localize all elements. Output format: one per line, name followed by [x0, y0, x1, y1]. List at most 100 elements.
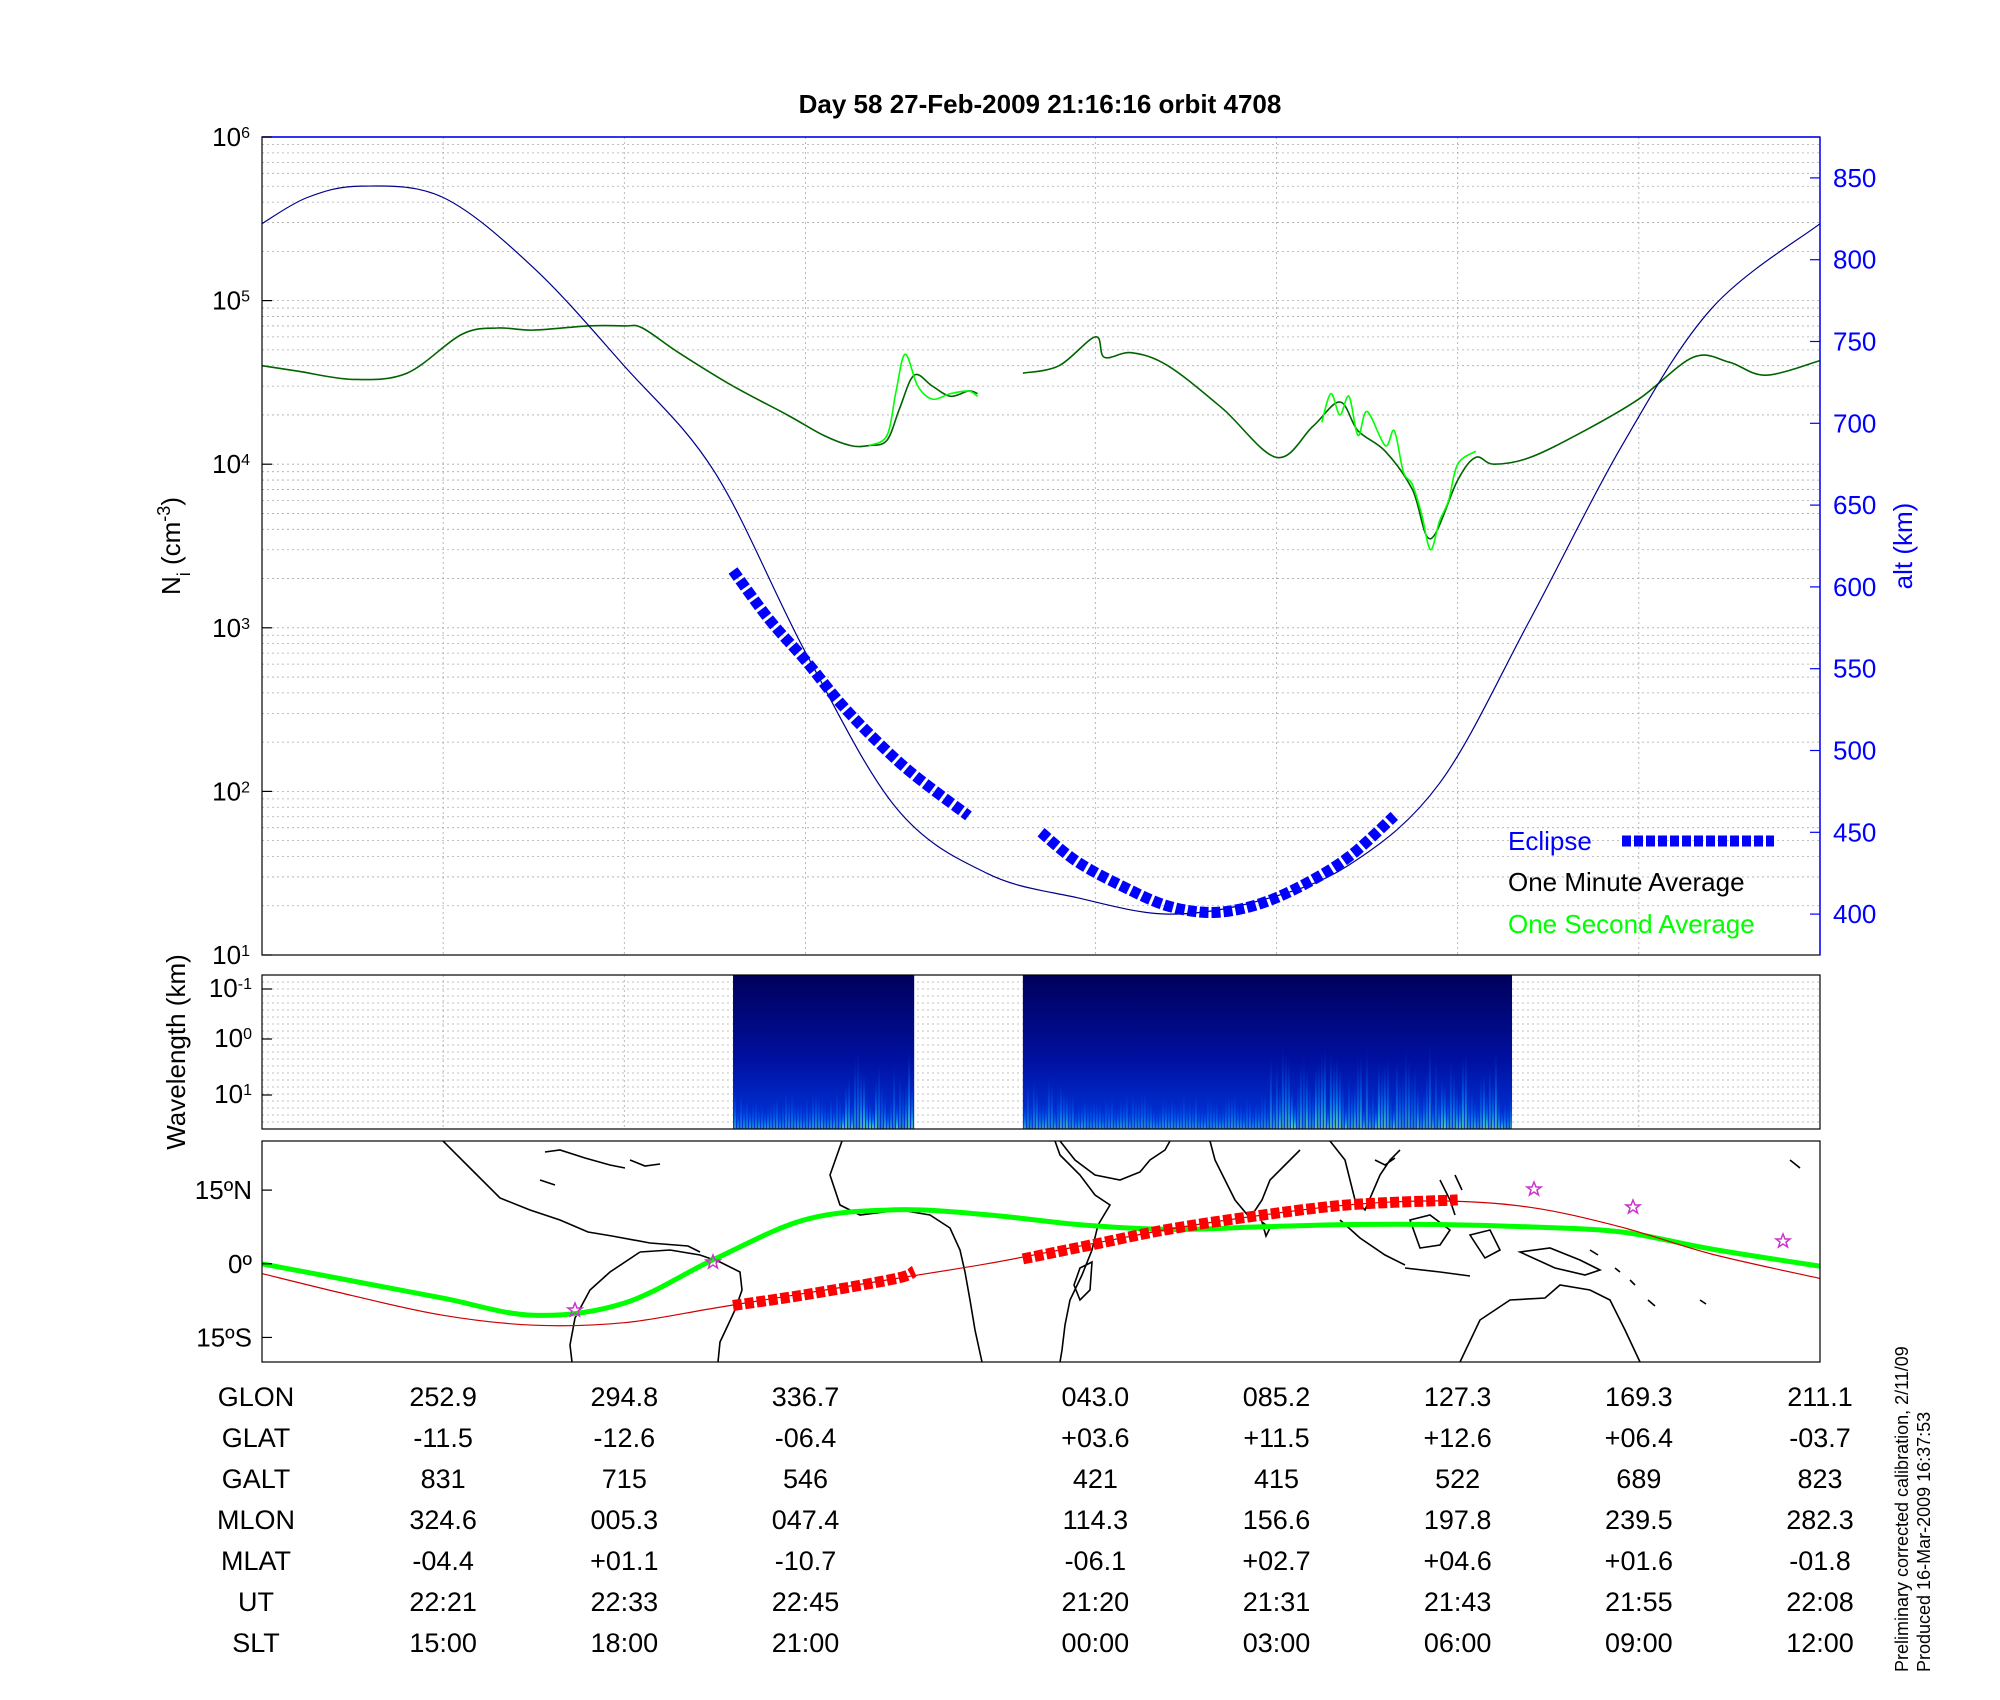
- spectrogram-streak: [803, 1105, 806, 1129]
- spectrogram-streak: [1317, 1058, 1320, 1129]
- star-marker-4: [1623, 1197, 1643, 1215]
- spectrogram-streak: [1458, 1095, 1461, 1129]
- spectrogram-streak: [1485, 1094, 1488, 1129]
- table-cell: +04.6: [1424, 1546, 1492, 1576]
- spectrogram-streak: [1140, 1093, 1143, 1129]
- spectrogram-streak: [794, 1102, 797, 1129]
- spectrogram-streak: [809, 1105, 812, 1129]
- spectrogram-streak: [1047, 1074, 1050, 1129]
- magnetic-equator-line: [261, 1207, 1821, 1318]
- spectrogram-streak: [1122, 1100, 1125, 1129]
- spectrogram-streak: [1191, 1103, 1194, 1129]
- wavelength-tick-label: 101: [214, 1079, 252, 1109]
- spectrogram-streak: [1044, 1102, 1047, 1129]
- table-cell: 211.1: [1787, 1382, 1853, 1412]
- table-cell: 085.2: [1243, 1382, 1311, 1412]
- table-row-label: MLON: [217, 1505, 295, 1535]
- coast-indonesia: [1339, 1174, 1502, 1277]
- coast-pacific-islands: [1589, 1159, 1801, 1307]
- spectrogram-streak: [1056, 1090, 1059, 1129]
- spectrogram-streak: [1143, 1090, 1146, 1129]
- spectrogram-streak: [1269, 1054, 1272, 1129]
- spectrogram-streak: [755, 1099, 758, 1129]
- spectrogram-streak: [1023, 1105, 1026, 1129]
- spectrogram-streak: [833, 1105, 836, 1129]
- spectrogram-streak: [1179, 1100, 1182, 1129]
- table-cell: -01.8: [1789, 1546, 1851, 1576]
- spectrogram-streak: [1440, 1076, 1443, 1129]
- spectrogram-streak: [1293, 1102, 1296, 1129]
- spectrogram-streak: [734, 1091, 737, 1129]
- spectrogram-streak: [878, 1060, 881, 1129]
- spectrogram-streak: [824, 1104, 827, 1129]
- spectrogram-streak: [1155, 1110, 1158, 1129]
- spectrogram-streak: [1071, 1093, 1074, 1129]
- spectrogram-streak: [1041, 1102, 1044, 1129]
- spectrogram-streak: [1104, 1097, 1107, 1129]
- spectrogram-streak: [1053, 1107, 1056, 1129]
- spectrogram-streak: [1362, 1107, 1365, 1129]
- table-cell: 22:08: [1786, 1587, 1854, 1617]
- spectrogram-streak: [1257, 1103, 1260, 1129]
- latitude-tick-label: 0º: [228, 1249, 252, 1279]
- coast-central-america: [442, 1140, 701, 1253]
- spectrogram-streak: [1035, 1088, 1038, 1129]
- spectrogram-streak: [905, 1083, 908, 1129]
- table-cell: 22:45: [772, 1587, 840, 1617]
- table-cell: +02.7: [1242, 1546, 1310, 1576]
- footnote: Preliminary corrected calibration, 2/11/…: [1892, 1341, 1934, 1672]
- table-cell: 005.3: [591, 1505, 659, 1535]
- table-cell: 823: [1797, 1464, 1842, 1494]
- spectrogram-streak: [1101, 1108, 1104, 1129]
- spectrogram-streak: [782, 1102, 785, 1129]
- coast-madagascar: [1073, 1260, 1093, 1302]
- spectrogram-streak: [806, 1095, 809, 1129]
- density-tick-label: 102: [212, 776, 250, 806]
- spectrogram-streak: [1344, 1103, 1347, 1129]
- table-cell: 00:00: [1062, 1628, 1130, 1658]
- spectrogram-streak: [1506, 1103, 1509, 1129]
- density-tick-label: 106: [212, 122, 250, 152]
- spectrogram-streak: [1251, 1109, 1254, 1129]
- spectrogram-streak: [1404, 1045, 1407, 1129]
- spectrogram-streak: [1065, 1093, 1068, 1129]
- spectrogram-streak: [1437, 1095, 1440, 1129]
- spectrogram-streak: [1212, 1102, 1215, 1129]
- spectrogram-streak: [1026, 1079, 1029, 1129]
- spectrogram-streak: [1296, 1082, 1299, 1129]
- spectrogram-streak: [767, 1106, 770, 1129]
- spectrogram-streak: [1455, 1088, 1458, 1129]
- spectrogram-streak: [1278, 1086, 1281, 1129]
- spectrogram-streak: [1410, 1076, 1413, 1129]
- spectrogram-streak: [1467, 1094, 1470, 1129]
- table-cell: 21:00: [772, 1628, 840, 1658]
- spectrogram-streak: [1299, 1061, 1302, 1129]
- spectrogram-streak: [1290, 1087, 1293, 1129]
- spectrogram-streak: [1092, 1099, 1095, 1129]
- altitude-tick-label: 650: [1833, 490, 1876, 520]
- spectrogram-streak: [1149, 1101, 1152, 1129]
- table-cell: 239.5: [1605, 1505, 1673, 1535]
- spectrogram-streak: [1275, 1063, 1278, 1129]
- table-row-label: GLON: [218, 1382, 295, 1412]
- table-cell: 546: [783, 1464, 828, 1494]
- table-cell: -06.4: [775, 1423, 837, 1453]
- station-markers: [565, 1179, 1793, 1318]
- spectrogram-streak: [872, 1108, 875, 1129]
- eclipse-ground-track: [1021, 1194, 1458, 1265]
- table-cell: 156.6: [1243, 1505, 1311, 1535]
- spectrogram-streak: [1074, 1110, 1077, 1129]
- spectrogram-streak: [1494, 1050, 1497, 1129]
- density-tick-label: 103: [212, 613, 250, 643]
- density-tick-label: 105: [212, 286, 250, 316]
- spectrogram-streak: [1392, 1103, 1395, 1129]
- table-cell: 252.9: [409, 1382, 477, 1412]
- spectrogram-streak: [1353, 1082, 1356, 1129]
- spectrogram-streak: [1464, 1052, 1467, 1129]
- spectrogram-streak: [860, 1068, 863, 1129]
- legend-minute-label: One Minute Average: [1508, 867, 1745, 897]
- table-cell: 047.4: [772, 1505, 840, 1535]
- table-cell: 197.8: [1424, 1505, 1492, 1535]
- eclipse-track: [728, 567, 972, 821]
